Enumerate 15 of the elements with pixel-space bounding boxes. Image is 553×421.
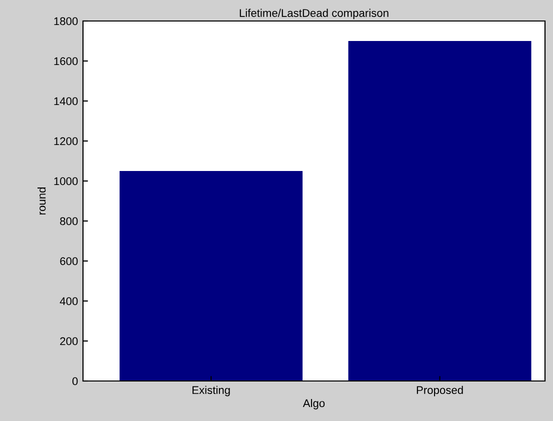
y-tick-label: 1600	[54, 57, 78, 66]
x-tick-label: Proposed	[416, 386, 463, 396]
y-tick-label: 1000	[54, 177, 78, 186]
x-axis-title: Algo	[302, 398, 325, 410]
y-tick-label: 0	[72, 377, 78, 386]
y-tick-label: 1400	[54, 97, 78, 106]
y-tick-label: 200	[60, 337, 78, 346]
chart-title: Lifetime/LastDead comparison	[240, 8, 388, 20]
y-tick-label: 1200	[54, 137, 78, 146]
y-tick-label: 800	[60, 217, 78, 226]
y-tick-label: 400	[60, 297, 78, 306]
y-tick-label: 600	[60, 257, 78, 266]
y-axis-title: round	[38, 188, 46, 214]
x-tick-label: Existing	[192, 386, 230, 396]
y-tick-label: 1800	[54, 17, 78, 26]
